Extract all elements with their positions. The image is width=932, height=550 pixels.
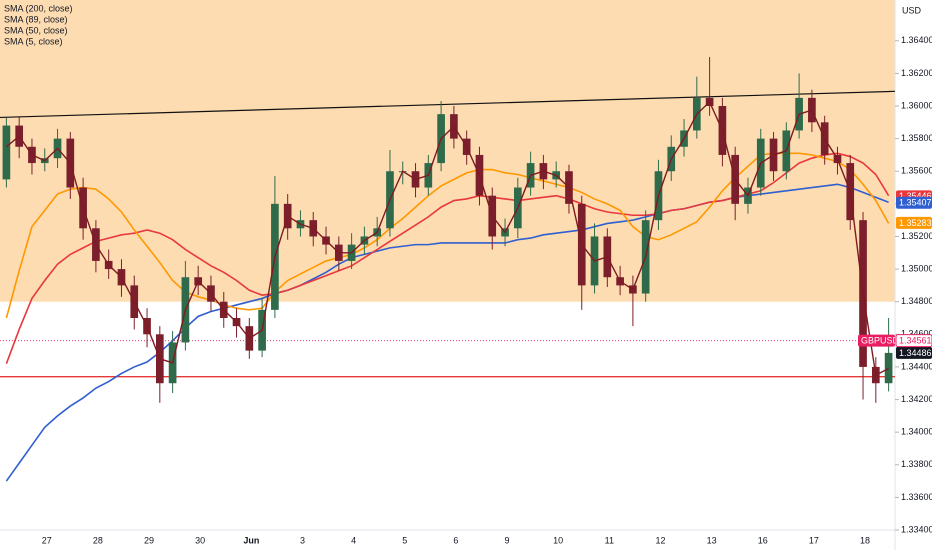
price-label-box — [896, 216, 932, 229]
legend-entry: SMA (89, close) — [4, 14, 68, 24]
y-tick-label: 1.36400 — [901, 35, 932, 45]
y-tick-label: 1.34600 — [901, 329, 932, 339]
symbol-label: GBPUSD — [861, 336, 900, 346]
x-tick-label: 5 — [402, 535, 407, 545]
x-tick-label: 9 — [505, 535, 510, 545]
y-tick-label: 1.34400 — [901, 361, 932, 371]
zone — [0, 0, 895, 302]
x-tick-label: 4 — [351, 535, 356, 545]
price-label-box — [896, 346, 932, 359]
x-tick-label: 6 — [453, 535, 458, 545]
y-tick-label: 1.34200 — [901, 394, 932, 404]
legend-entry: SMA (50, close) — [4, 25, 68, 35]
y-tick-label: 1.33600 — [901, 492, 932, 502]
price-label: 1.34486 — [899, 348, 932, 358]
x-tick-label: 11 — [605, 535, 614, 545]
x-tick-label: 27 — [42, 535, 52, 545]
x-tick-label: 13 — [707, 535, 717, 545]
bid-box — [895, 334, 932, 348]
price-label: 1.35283 — [899, 218, 932, 228]
x-tick-label: 29 — [144, 535, 154, 545]
sma-line — [5, 152, 890, 319]
x-tick-label: 16 — [758, 535, 768, 545]
price-label: 1.35446 — [899, 191, 932, 201]
legend-entry: SMA (5, close) — [4, 36, 63, 46]
y-tick-label: 1.34000 — [901, 427, 932, 437]
price-label-box — [896, 196, 932, 209]
x-tick-label: 17 — [809, 535, 819, 545]
y-tick-label: 1.35800 — [901, 133, 932, 143]
y-tick-label: 1.35000 — [901, 263, 932, 273]
sma-line — [5, 152, 890, 364]
y-tick-label: 1.35600 — [901, 166, 932, 176]
x-tick-label: 10 — [553, 535, 563, 545]
trendline — [0, 90, 896, 119]
x-tick-label: 18 — [860, 535, 870, 545]
y-tick-label: 1.33400 — [901, 524, 932, 534]
y-tick-label: 1.36200 — [901, 68, 932, 78]
x-tick-label: Jun — [243, 535, 259, 545]
x-tick-label: 28 — [93, 535, 103, 545]
y-tick-label: 1.36000 — [901, 100, 932, 110]
y-tick-label: 1.33800 — [901, 459, 932, 469]
symbol-box — [858, 334, 895, 347]
candle-body — [2, 125, 11, 180]
candle-body — [884, 352, 893, 384]
x-tick-label: 3 — [300, 535, 305, 545]
axis-label: USD — [902, 5, 922, 15]
y-tick-label: 1.35200 — [901, 231, 932, 241]
legend-entry: SMA (200, close) — [4, 3, 73, 13]
price-label: 1.35407 — [899, 198, 932, 208]
x-tick-label: 30 — [195, 535, 205, 545]
y-tick-label: 1.34800 — [901, 296, 932, 306]
bid-label: 1.34561 — [899, 336, 932, 346]
x-tick-label: 12 — [655, 535, 665, 545]
sma-line — [5, 100, 889, 377]
